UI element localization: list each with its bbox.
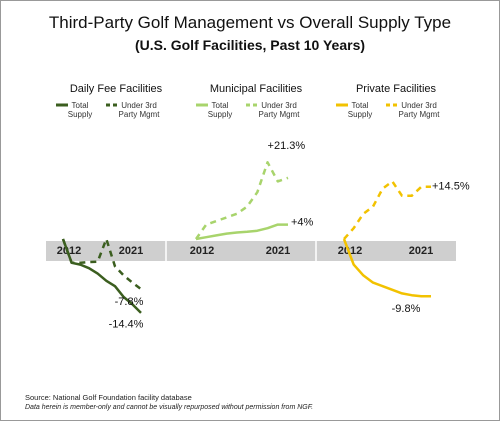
series-line xyxy=(61,238,142,314)
x-tick-label: 2021 xyxy=(119,245,143,257)
x-tick-label: 2012 xyxy=(190,245,214,257)
value-label: +14.5% xyxy=(432,181,470,193)
x-tick-label: 2021 xyxy=(266,245,290,257)
x-tick-label: 2012 xyxy=(338,245,362,257)
series-line xyxy=(195,223,288,241)
legend-label: Under 3rd Party Mgmt xyxy=(258,101,300,119)
note: Data herein is member-only and cannot be… xyxy=(25,404,314,411)
value-label: -9.8% xyxy=(392,303,421,315)
legend-label: Under 3rd Party Mgmt xyxy=(398,101,440,119)
series-line xyxy=(343,180,431,240)
legend-label: Total Supply xyxy=(347,101,373,119)
value-label: +4% xyxy=(291,217,314,229)
value-label: -7.8% xyxy=(115,296,144,308)
series-line xyxy=(342,238,431,298)
axis-band xyxy=(46,241,456,261)
panel-title: Daily Fee Facilities xyxy=(69,83,163,95)
series-line xyxy=(61,237,142,291)
legend-label: Total Supply xyxy=(67,101,93,119)
x-tick-label: 2012 xyxy=(57,245,81,257)
value-label: +21.3% xyxy=(268,140,306,152)
panel-title: Private Facilities xyxy=(355,83,437,95)
panel-title: Municipal Facilities xyxy=(209,83,303,95)
chart-title: Third-Party Golf Management vs Overall S… xyxy=(48,13,452,32)
x-tick-label: 2021 xyxy=(409,245,433,257)
source: Source: National Golf Foundation facilit… xyxy=(25,393,192,402)
value-label: -14.4% xyxy=(109,319,144,331)
legend-label: Total Supply xyxy=(207,101,233,119)
legend-label: Under 3rd Party Mgmt xyxy=(118,101,160,119)
series-line xyxy=(194,161,289,240)
chart-subtitle: (U.S. Golf Facilities, Past 10 Years) xyxy=(134,37,366,53)
